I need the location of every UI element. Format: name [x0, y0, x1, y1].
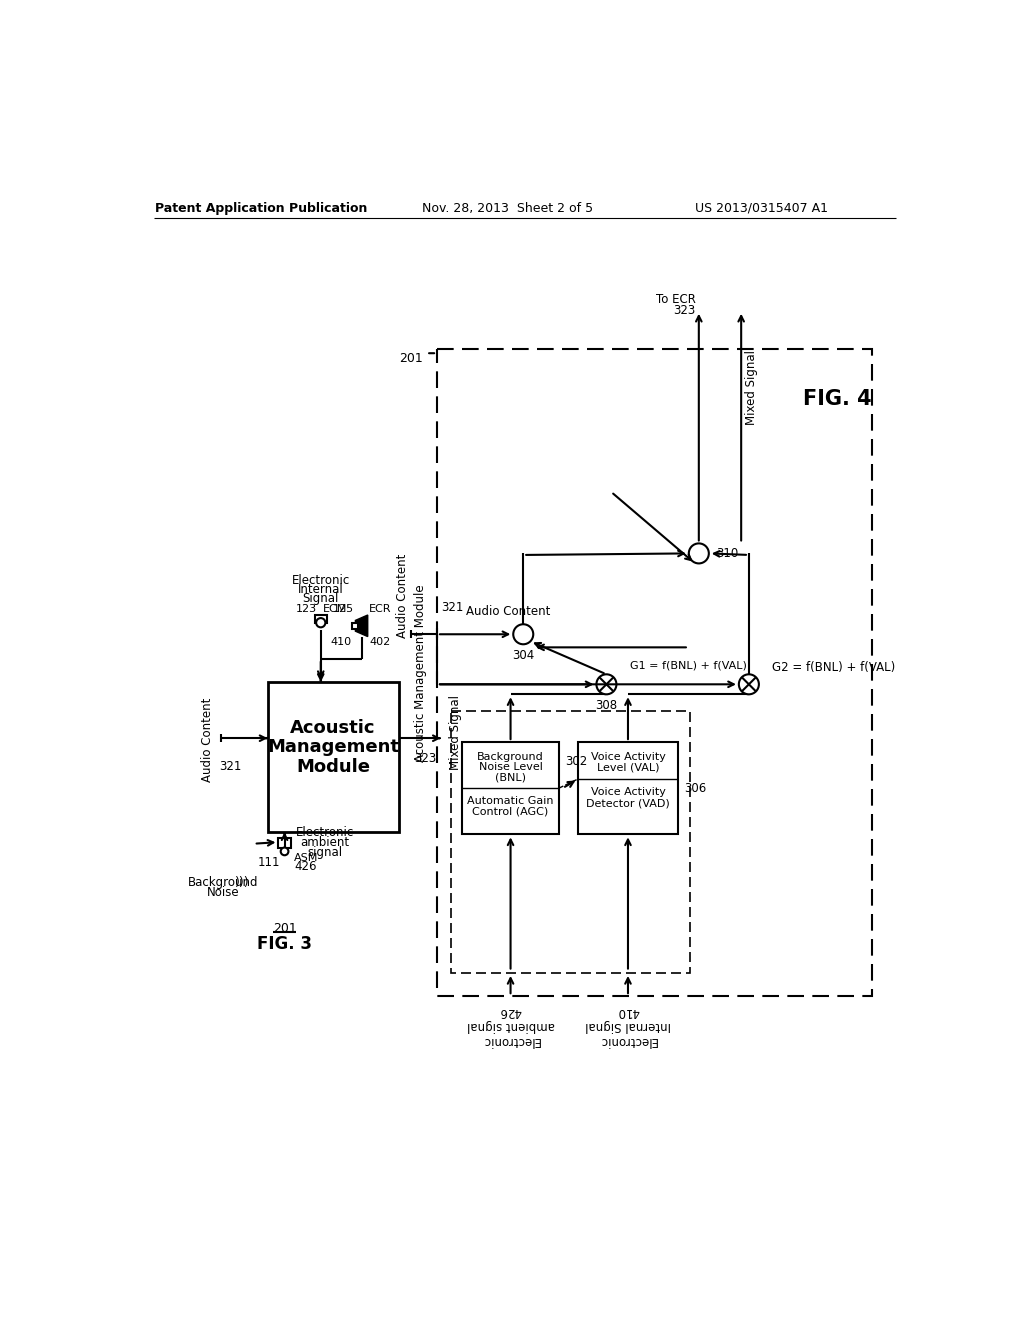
Text: 123: 123	[296, 603, 317, 614]
Text: Automatic Gain: Automatic Gain	[467, 796, 554, 805]
Text: 308: 308	[595, 700, 617, 713]
Text: signal: signal	[307, 846, 342, 859]
Text: ASM: ASM	[294, 853, 318, 862]
Bar	[314, 615, 327, 623]
Text: Nov. 28, 2013  Sheet 2 of 5: Nov. 28, 2013 Sheet 2 of 5	[422, 202, 594, 215]
Text: Control (AGC): Control (AGC)	[472, 807, 549, 816]
Text: Mixed Signal: Mixed Signal	[745, 350, 758, 425]
Text: Mixed Signal: Mixed Signal	[449, 694, 462, 770]
Text: Electronic: Electronic	[296, 825, 353, 838]
Text: 321: 321	[219, 760, 242, 774]
Text: Voice Activity: Voice Activity	[591, 752, 666, 763]
Text: +: +	[692, 546, 706, 561]
Circle shape	[689, 544, 709, 564]
Text: 304: 304	[512, 649, 535, 663]
Text: Noise Level: Noise Level	[478, 763, 543, 772]
Text: 201: 201	[399, 352, 423, 366]
Text: 323: 323	[674, 305, 695, 317]
Text: Acoustic Management Module: Acoustic Management Module	[414, 583, 427, 762]
Bar	[463, 742, 559, 834]
Text: Electronic: Electronic	[292, 574, 350, 587]
Text: Background: Background	[187, 875, 258, 888]
Bar	[534, 492, 689, 624]
Text: Management: Management	[267, 738, 399, 756]
Text: +: +	[517, 627, 529, 642]
Text: Audio Content: Audio Content	[466, 605, 551, 618]
Circle shape	[596, 675, 616, 694]
Text: 410: 410	[330, 638, 351, 647]
Text: Voice Activity: Voice Activity	[591, 787, 666, 797]
Text: Level (VAL): Level (VAL)	[597, 763, 659, 772]
Text: Audio Content: Audio Content	[201, 697, 214, 781]
Circle shape	[316, 618, 326, 627]
Text: Module: Module	[296, 758, 370, 776]
Bar	[451, 711, 689, 973]
Bar	[437, 350, 872, 997]
Bar	[352, 623, 358, 628]
Text: ECM: ECM	[323, 603, 347, 614]
Text: 323: 323	[415, 752, 436, 766]
Circle shape	[513, 624, 534, 644]
Text: Electronic
Internal Signal: Electronic Internal Signal	[585, 1019, 671, 1047]
Text: (BNL): (BNL)	[495, 772, 526, 783]
Text: 125: 125	[333, 603, 354, 614]
Text: US 2013/0315407 A1: US 2013/0315407 A1	[695, 202, 828, 215]
Text: FIG. 4: FIG. 4	[803, 389, 871, 409]
Bar	[279, 837, 291, 849]
Text: 402: 402	[370, 638, 390, 647]
Bar	[267, 682, 398, 832]
Text: To ECR: To ECR	[655, 293, 695, 306]
Text: Patent Application Publication: Patent Application Publication	[156, 202, 368, 215]
Text: ambient: ambient	[300, 836, 349, 849]
Text: Detector (VAD): Detector (VAD)	[586, 799, 670, 809]
Text: 410: 410	[616, 1006, 639, 1019]
Text: Acoustic: Acoustic	[291, 719, 376, 737]
Circle shape	[281, 847, 289, 855]
Circle shape	[739, 675, 759, 694]
Text: ))): )))	[234, 875, 249, 888]
Text: 111: 111	[258, 857, 281, 870]
Text: Internal: Internal	[298, 583, 344, 597]
Text: G2 = f(BNL) + f(VAL): G2 = f(BNL) + f(VAL)	[772, 661, 895, 675]
Text: 306: 306	[684, 781, 707, 795]
Text: FIG. 3: FIG. 3	[257, 935, 312, 953]
Text: 302: 302	[565, 755, 587, 768]
Text: Audio Content: Audio Content	[396, 553, 409, 638]
Text: Noise: Noise	[207, 887, 240, 899]
Polygon shape	[355, 615, 368, 636]
Text: 426: 426	[500, 1006, 522, 1019]
Text: 201: 201	[272, 921, 296, 935]
Text: 321: 321	[441, 601, 464, 614]
Text: Signal: Signal	[302, 593, 339, 606]
Text: Background: Background	[477, 752, 544, 763]
Text: 310: 310	[716, 546, 738, 560]
Bar	[578, 742, 678, 834]
Text: ECR: ECR	[370, 603, 392, 614]
Text: G1 = f(BNL) + f(VAL): G1 = f(BNL) + f(VAL)	[630, 660, 746, 671]
Text: 426: 426	[295, 861, 317, 874]
Text: Electronic
ambient signal: Electronic ambient signal	[467, 1019, 555, 1047]
